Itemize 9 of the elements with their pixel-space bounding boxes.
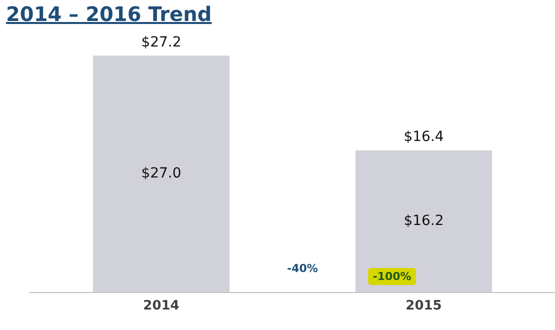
data-label: $27.0 [141,166,182,182]
x-tick-label: 2014 [143,298,180,314]
chart-title: 2014 – 2016 Trend [6,2,212,26]
annotation: -100% [368,268,416,286]
x-tick-label: 2015 [406,298,442,314]
annotation: $27.2 [141,34,182,50]
annotation: $16.4 [404,129,444,146]
data-label: $16.2 [404,213,444,230]
annotation: -40% [287,262,318,276]
